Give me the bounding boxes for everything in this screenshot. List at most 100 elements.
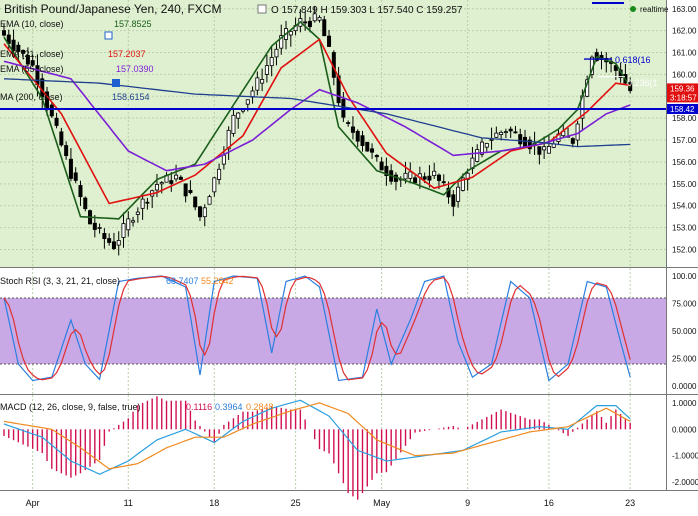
candle-body[interactable] — [327, 35, 332, 47]
candle-body[interactable] — [64, 145, 69, 157]
candle-body[interactable] — [479, 141, 484, 155]
candle-body[interactable] — [78, 185, 83, 198]
candle-body[interactable] — [236, 112, 241, 119]
candle-body[interactable] — [25, 55, 30, 65]
candle-body[interactable] — [460, 177, 465, 191]
candle-body[interactable] — [527, 139, 532, 150]
candle-body[interactable] — [217, 168, 222, 180]
candle-body[interactable] — [264, 65, 269, 75]
candle-body[interactable] — [374, 154, 379, 158]
candle-body[interactable] — [131, 220, 136, 223]
candle-body[interactable] — [2, 30, 7, 36]
candle-body[interactable] — [140, 198, 145, 209]
candle-body[interactable] — [365, 141, 370, 152]
candle-body[interactable] — [456, 186, 461, 202]
candle-body[interactable] — [441, 181, 446, 184]
visibility-checkbox-icon[interactable] — [104, 31, 113, 40]
candle-body[interactable] — [102, 233, 107, 240]
candle-body[interactable] — [355, 130, 360, 142]
candle-body[interactable] — [422, 176, 427, 180]
candle-body[interactable] — [121, 223, 126, 238]
candle-body[interactable] — [154, 184, 159, 191]
visibility-toggle-icon[interactable] — [112, 79, 120, 87]
candle-body[interactable] — [279, 35, 284, 49]
candle-body[interactable] — [503, 131, 508, 134]
candle-body[interactable] — [202, 207, 207, 218]
candle-body[interactable] — [97, 227, 102, 229]
candle-body[interactable] — [49, 104, 54, 117]
candle-body[interactable] — [303, 21, 308, 24]
candle-body[interactable] — [226, 129, 231, 150]
candle-body[interactable] — [145, 201, 150, 204]
candle-body[interactable] — [126, 218, 131, 231]
candle-body[interactable] — [135, 211, 140, 215]
candle-body[interactable] — [221, 154, 226, 165]
candle-body[interactable] — [68, 158, 73, 179]
candle-body[interactable] — [274, 48, 279, 58]
candle-body[interactable] — [570, 138, 575, 144]
candle-body[interactable] — [513, 131, 518, 134]
candle-body[interactable] — [537, 146, 542, 155]
candle-body[interactable] — [475, 149, 480, 162]
candle-body[interactable] — [413, 177, 418, 184]
candle-body[interactable] — [436, 174, 441, 181]
candle-body[interactable] — [73, 172, 78, 181]
legend-ema55[interactable]: EMA (55, close) 157.0390 — [0, 64, 154, 74]
candle-body[interactable] — [518, 134, 523, 145]
candle-body[interactable] — [312, 13, 317, 22]
candle-body[interactable] — [379, 161, 384, 171]
settings-icon[interactable] — [257, 4, 267, 14]
candle-body[interactable] — [350, 126, 355, 133]
candle-body[interactable] — [384, 165, 389, 176]
candle-body[interactable] — [360, 135, 365, 146]
candle-body[interactable] — [403, 172, 408, 180]
candle-body[interactable] — [231, 114, 236, 134]
candle-body[interactable] — [346, 122, 351, 124]
candle-body[interactable] — [508, 128, 513, 132]
candle-body[interactable] — [546, 146, 551, 154]
candle-body[interactable] — [451, 194, 456, 207]
candle-body[interactable] — [370, 148, 375, 153]
candle-body[interactable] — [542, 146, 547, 151]
candle-body[interactable] — [83, 197, 88, 210]
candlestick-series[interactable] — [2, 5, 633, 256]
candle-body[interactable] — [169, 180, 174, 184]
candle-body[interactable] — [494, 132, 499, 138]
candle-body[interactable] — [432, 170, 437, 177]
candle-body[interactable] — [427, 175, 432, 181]
candle-body[interactable] — [207, 196, 212, 205]
candle-body[interactable] — [159, 182, 164, 185]
candle-body[interactable] — [613, 65, 618, 71]
candle-body[interactable] — [30, 60, 35, 66]
candle-body[interactable] — [59, 131, 64, 146]
candle-body[interactable] — [111, 241, 116, 249]
candle-body[interactable] — [16, 44, 21, 52]
candle-body[interactable] — [107, 238, 112, 243]
candle-body[interactable] — [174, 174, 179, 180]
candle-body[interactable] — [197, 206, 202, 218]
candle-body[interactable] — [116, 240, 121, 246]
candle-body[interactable] — [92, 222, 97, 230]
candle-body[interactable] — [408, 171, 413, 179]
legend-ema21[interactable]: EMA (21, close) 157.2037 — [0, 49, 146, 59]
candle-body[interactable] — [178, 176, 183, 180]
candle-body[interactable] — [183, 183, 188, 197]
candle-body[interactable] — [188, 190, 193, 194]
legend-ema10[interactable]: EMA (10, close) 157.8525 — [0, 19, 152, 29]
legend-ma200[interactable]: MA (200, close) 158.6154 — [0, 92, 150, 102]
candle-body[interactable] — [499, 131, 504, 135]
candle-body[interactable] — [54, 117, 59, 126]
candle-body[interactable] — [212, 177, 217, 193]
candle-body[interactable] — [21, 49, 26, 54]
candle-body[interactable] — [193, 196, 198, 208]
candle-body[interactable] — [245, 99, 250, 105]
candle-body[interactable] — [322, 19, 327, 37]
candle-body[interactable] — [255, 77, 260, 91]
candle-body[interactable] — [465, 172, 470, 180]
candle-body[interactable] — [523, 136, 528, 147]
candle-body[interactable] — [317, 16, 322, 21]
candle-body[interactable] — [288, 31, 293, 36]
candle-body[interactable] — [260, 78, 265, 84]
candle-body[interactable] — [307, 20, 312, 28]
